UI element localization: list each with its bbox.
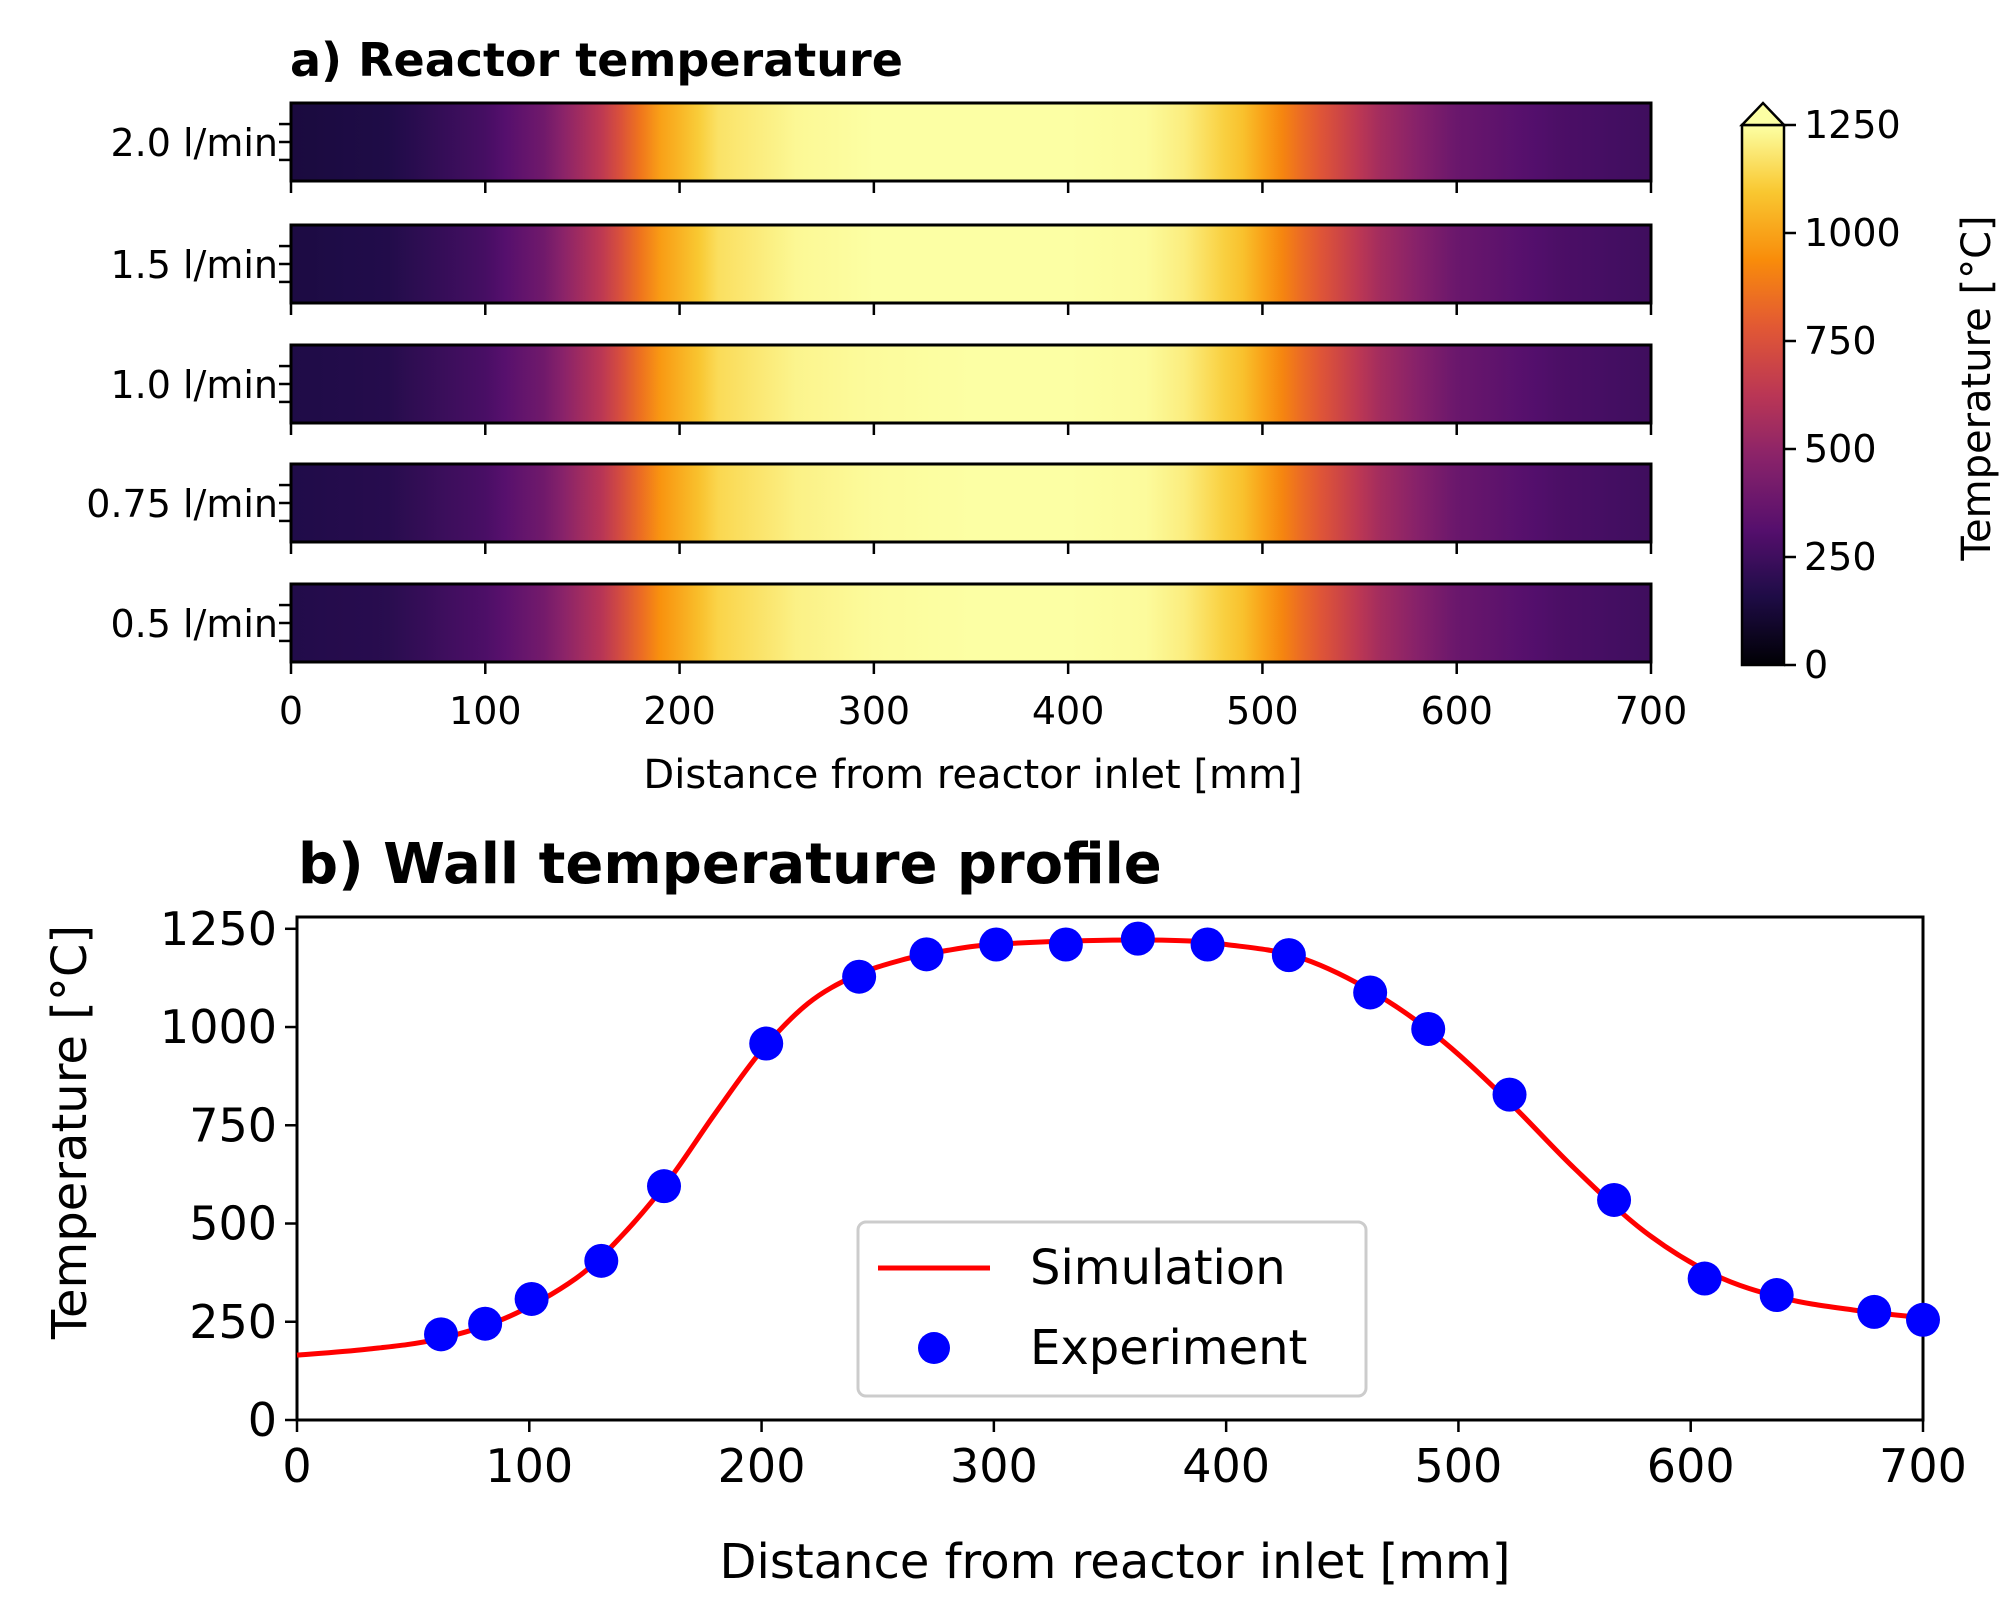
experiment-point xyxy=(842,959,877,994)
heatmap-row-label: 0.5 l/min xyxy=(110,602,278,646)
experiment-point xyxy=(1857,1294,1892,1329)
heatmap-row xyxy=(289,101,1653,183)
legend-experiment-swatch xyxy=(918,1332,950,1364)
line-plot-y-tick-label: 500 xyxy=(189,1197,277,1251)
experiment-point xyxy=(1492,1077,1527,1112)
colorbar-tick-label: 0 xyxy=(1804,643,1828,687)
experiment-point xyxy=(1271,938,1306,973)
heatmap-x-tick-label: 0 xyxy=(279,689,303,733)
colorbar-tick-label: 250 xyxy=(1804,535,1877,579)
heatmap-x-axis-label: Distance from reactor inlet [mm] xyxy=(643,752,1302,798)
colorbar-tick-label: 500 xyxy=(1804,427,1877,471)
experiment-point xyxy=(749,1026,784,1061)
panel-b-title: b) Wall temperature profile xyxy=(298,832,1162,897)
line-plot-y-tick-label: 0 xyxy=(248,1393,277,1447)
heatmap-row xyxy=(289,223,1653,305)
experiment-point xyxy=(1120,921,1155,956)
line-plot-y-tick-label: 1000 xyxy=(160,1000,277,1054)
experiment-point xyxy=(1353,975,1388,1010)
legend-simulation-label: Simulation xyxy=(1030,1240,1286,1296)
experiment-point xyxy=(1906,1302,1940,1337)
heatmap-x-axis: 0 100 200 300 400 500 600 700 xyxy=(279,689,1687,733)
heatmap-row xyxy=(289,462,1653,544)
heatmap-row-label: 1.0 l/min xyxy=(110,363,278,407)
line-plot-x-tick-label: 0 xyxy=(282,1439,311,1493)
line-plot-y-tick-label: 1250 xyxy=(160,902,277,956)
heatmap-x-tick-label: 700 xyxy=(1615,689,1688,733)
experiment-point xyxy=(647,1169,682,1204)
heatmap-row-label: 1.5 l/min xyxy=(110,243,278,287)
colorbar-tick-label: 1000 xyxy=(1804,211,1901,255)
line-plot-x-tick-label: 400 xyxy=(1182,1439,1270,1493)
heatmap-rows: 2.0 l/min 1.5 l/min 1.0 l/min 0.75 l/min 0.5… xyxy=(86,101,1653,674)
heatmap-row-label: 0.75 l/min xyxy=(86,482,278,526)
experiment-point xyxy=(424,1317,459,1352)
colorbar-label: Temperature [°C] xyxy=(1954,215,2000,561)
heatmap-x-tick-label: 500 xyxy=(1226,689,1299,733)
heatmap-x-tick-label: 400 xyxy=(1032,689,1105,733)
colorbar-tick-label: 750 xyxy=(1804,319,1877,363)
line-plot-area: 0 100 200 300 400 500 600 700 0 250 500 750 1000 1250 xyxy=(160,902,1967,1493)
panel-a-title: a) Reactor temperature xyxy=(290,33,903,87)
colorbar: 0 250 500 750 1000 1250 xyxy=(1739,101,1901,687)
heatmap-x-tick-label: 600 xyxy=(1420,689,1493,733)
line-plot-y-tick-label: 250 xyxy=(189,1295,277,1349)
experiment-point xyxy=(1597,1182,1632,1217)
experiment-point xyxy=(1048,927,1083,962)
heatmap-row xyxy=(289,343,1653,425)
heatmap-row-label: 2.0 l/min xyxy=(110,121,278,165)
panel-b: b) Wall temperature profile 0 100 200 300 40… xyxy=(42,832,1967,1590)
line-plot-x-tick-label: 600 xyxy=(1647,1439,1735,1493)
line-plot-x-tick-label: 100 xyxy=(485,1439,573,1493)
colorbar-gradient xyxy=(1740,123,1786,667)
experiment-point xyxy=(909,937,944,972)
colorbar-tick-label: 1250 xyxy=(1804,103,1901,147)
legend-experiment-label: Experiment xyxy=(1030,1320,1307,1376)
line-plot-frame xyxy=(295,915,1925,1422)
heatmap-row xyxy=(289,582,1653,664)
experiment-point xyxy=(468,1306,503,1341)
line-plot-x-tick-label: 200 xyxy=(718,1439,806,1493)
legend: Simulation Experiment xyxy=(856,1220,1368,1398)
experiment-point xyxy=(1687,1261,1722,1296)
experiment-point xyxy=(514,1281,549,1316)
line-plot-x-tick-label: 500 xyxy=(1415,1439,1503,1493)
experiment-point xyxy=(1190,927,1225,962)
line-plot-y-tick-label: 750 xyxy=(189,1098,277,1152)
colorbar-extend-arrow xyxy=(1739,101,1787,127)
panel-a: a) Reactor temperature 2.0 l/min 1.5 l/mi… xyxy=(86,33,2000,798)
experiment-point xyxy=(979,927,1014,962)
heatmap-x-tick-label: 300 xyxy=(838,689,911,733)
experiment-point xyxy=(584,1243,619,1278)
heatmap-x-tick-label: 200 xyxy=(643,689,716,733)
line-plot-y-axis-label: Temperature [°C] xyxy=(42,925,98,1340)
heatmap-x-tick-label: 100 xyxy=(449,689,522,733)
experiment-point xyxy=(1759,1278,1794,1313)
line-plot-x-tick-label: 700 xyxy=(1879,1439,1967,1493)
line-plot-x-axis-label: Distance from reactor inlet [mm] xyxy=(720,1534,1511,1590)
experiment-point xyxy=(1411,1011,1446,1046)
line-plot-x-tick-label: 300 xyxy=(950,1439,1038,1493)
